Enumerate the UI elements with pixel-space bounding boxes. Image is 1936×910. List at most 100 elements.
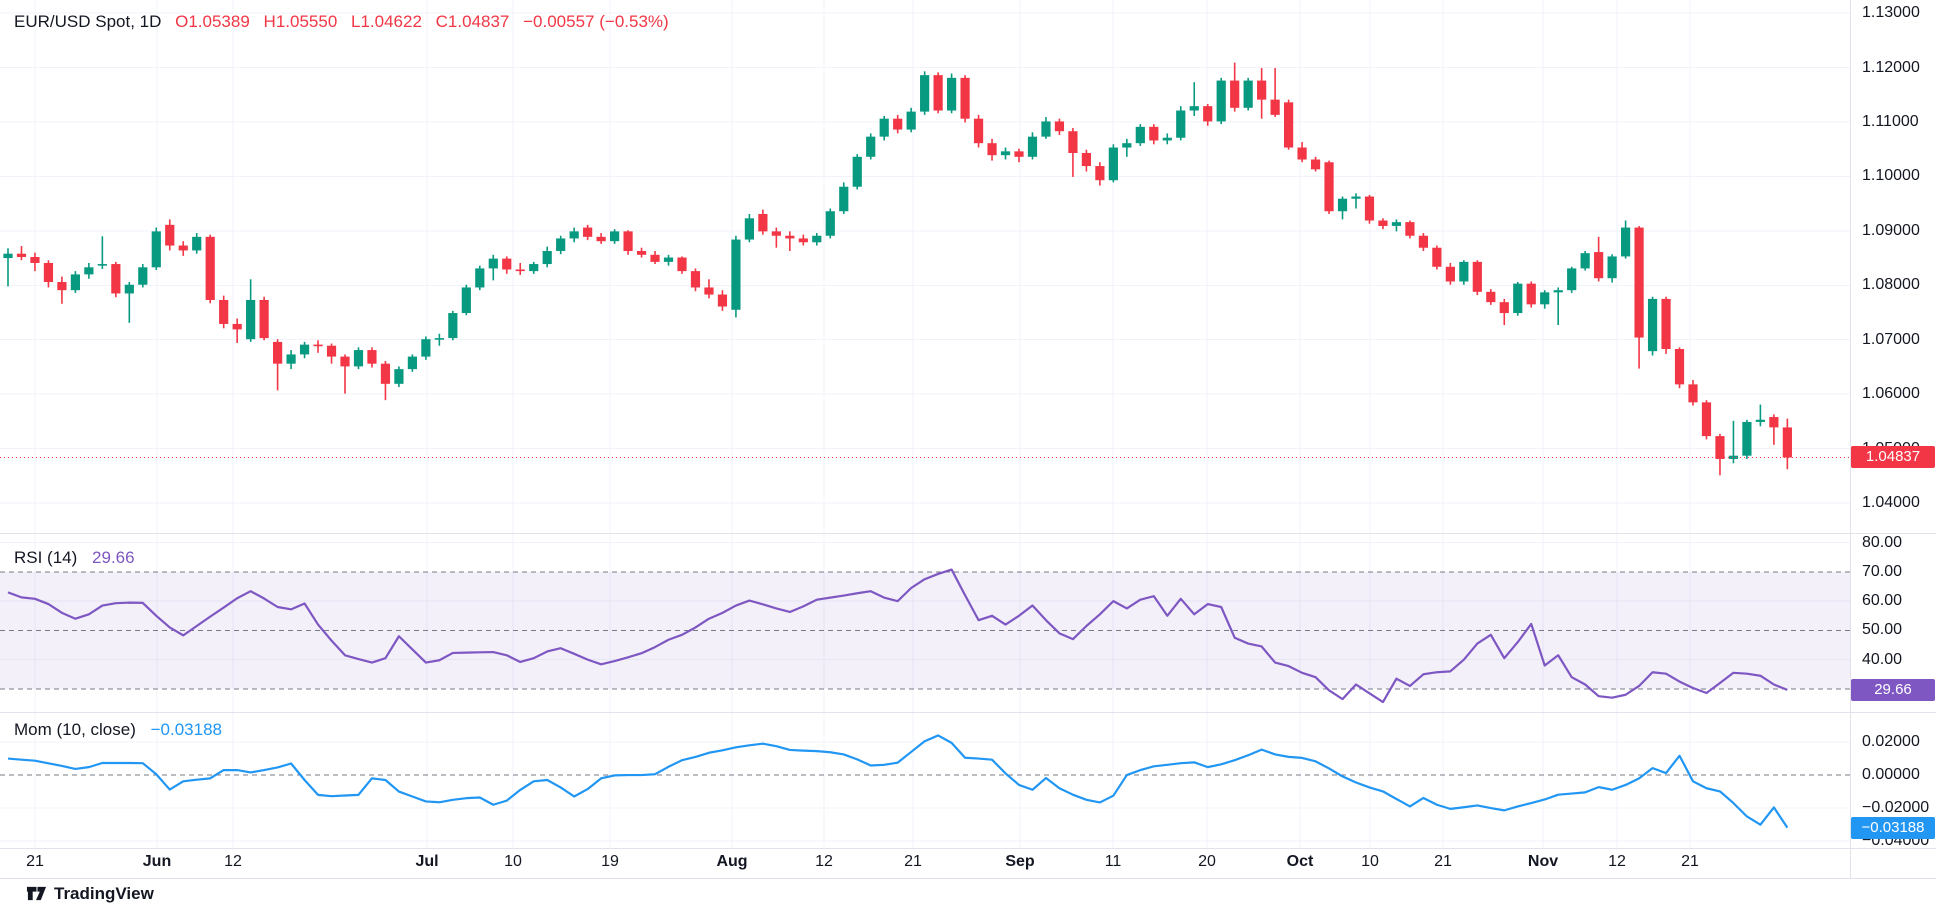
candle-body [704, 287, 714, 295]
candle-body [636, 250, 647, 255]
last-price-tag: 1.04837 [1851, 446, 1935, 469]
candle-body [1472, 261, 1482, 292]
candle-body [583, 227, 593, 237]
candle-body [1486, 291, 1496, 303]
time-axis-label[interactable]: 10 [504, 853, 522, 870]
mom-axis-label: −0.02000 [1862, 799, 1930, 817]
time-axis-label[interactable]: Nov [1527, 853, 1559, 870]
price-axis-label: 1.12000 [1862, 58, 1920, 76]
candle-body [1337, 198, 1348, 212]
candle-body [286, 354, 296, 364]
candle-body [1122, 143, 1132, 148]
time-axis-label[interactable]: Sep [1005, 853, 1035, 870]
candle-body [556, 238, 566, 251]
candle-body [529, 264, 539, 272]
candle-body [407, 356, 417, 370]
mom-indicator-title[interactable]: Mom (10, close) [14, 720, 136, 739]
rsi-legend[interactable]: RSI (14) 29.66 [14, 548, 135, 568]
candle-body [299, 344, 310, 355]
candle-body [677, 257, 687, 272]
candle-body [367, 350, 377, 364]
candle-body [663, 257, 674, 262]
candle-body [448, 313, 458, 339]
mom-legend[interactable]: Mom (10, close) −0.03188 [14, 720, 222, 740]
time-axis-border [0, 848, 1936, 849]
tradingview-logo[interactable]: TradingView [26, 883, 154, 904]
candle-body [1418, 235, 1428, 248]
candle-body [1391, 222, 1402, 226]
candle-body [866, 136, 876, 157]
chart-plot-area[interactable] [0, 0, 1850, 878]
candle-body [731, 239, 741, 310]
time-axis-label[interactable]: 21 [26, 853, 44, 870]
time-axis-label[interactable]: 21 [904, 853, 922, 870]
candle-body [987, 143, 997, 156]
candle-body [1728, 455, 1739, 459]
candle-body [1108, 147, 1118, 181]
candle-body [1688, 384, 1698, 403]
time-axis-label[interactable]: Jun [142, 853, 172, 870]
time-axis-label[interactable]: Oct [1286, 853, 1314, 870]
symbol-legend[interactable]: EUR/USD Spot, 1D O1.05389 H1.05550 L1.04… [14, 12, 669, 32]
rsi-axis-label: 40.00 [1862, 650, 1903, 668]
candle-body [1149, 126, 1159, 141]
time-axis-label[interactable]: Aug [716, 853, 748, 870]
pane-separator-rsi[interactable] [0, 533, 1936, 534]
candle-body [1526, 283, 1536, 305]
price-axis-label: 1.09000 [1862, 221, 1920, 239]
candle-body [771, 231, 781, 236]
mom-axis-label: 0.00000 [1862, 766, 1920, 784]
time-axis-label[interactable]: Jul [415, 853, 439, 870]
candle-body [1378, 220, 1388, 226]
time-axis-label[interactable]: 12 [1608, 853, 1626, 870]
candle-body [380, 363, 391, 384]
candle-body [920, 75, 930, 112]
candle-body [1769, 417, 1779, 428]
mom-value-tag: −0.03188 [1851, 816, 1935, 839]
candle-body [1041, 121, 1051, 137]
symbol-title[interactable]: EUR/USD Spot, 1D [14, 12, 162, 31]
candle-body [1257, 80, 1267, 100]
time-axis-label[interactable]: 21 [1434, 853, 1452, 870]
candle-body [596, 236, 606, 242]
rsi-band [0, 571, 1850, 689]
time-axis-label[interactable]: 20 [1198, 853, 1216, 870]
ohlc-close: C1.04837 [435, 12, 510, 31]
price-axis-label: 1.08000 [1862, 276, 1920, 294]
candle-body [785, 235, 795, 239]
candle-body [1243, 80, 1253, 108]
time-axis-label[interactable]: 10 [1361, 853, 1379, 870]
time-axis-label[interactable]: 12 [224, 853, 242, 870]
candle-body [57, 282, 67, 291]
candle-body [232, 323, 242, 330]
candle-body [3, 253, 13, 259]
candle-body [1701, 402, 1712, 437]
candle-body [879, 118, 889, 137]
pane-separator-mom[interactable] [0, 712, 1936, 713]
time-axis-label[interactable]: 21 [1681, 853, 1699, 870]
time-axis-label[interactable]: 11 [1104, 853, 1122, 870]
ohlc-high: H1.05550 [263, 12, 338, 31]
candle-body [1432, 247, 1442, 267]
candle-body [1014, 151, 1024, 157]
candle-body [758, 213, 768, 232]
candle-body [1594, 252, 1604, 279]
time-axis-label[interactable]: 12 [815, 853, 833, 870]
time-axis-label[interactable]: 19 [601, 853, 619, 870]
ohlc-open: O1.05389 [175, 12, 250, 31]
rsi-axis-label: 70.00 [1862, 562, 1903, 580]
candle-body [1216, 80, 1226, 122]
candle-body [124, 284, 134, 294]
candle-body [717, 294, 728, 307]
candle-body [421, 339, 431, 357]
candle-body [1310, 159, 1321, 170]
candle-body [1499, 302, 1509, 314]
candle-body [825, 211, 835, 236]
rsi-value-tag: 29.66 [1851, 678, 1935, 701]
candle-body [353, 350, 364, 367]
rsi-indicator-title[interactable]: RSI (14) [14, 548, 78, 567]
candle-body [893, 118, 903, 130]
candle-body [111, 264, 121, 294]
candle-body [488, 258, 498, 269]
candle-body [394, 369, 404, 384]
